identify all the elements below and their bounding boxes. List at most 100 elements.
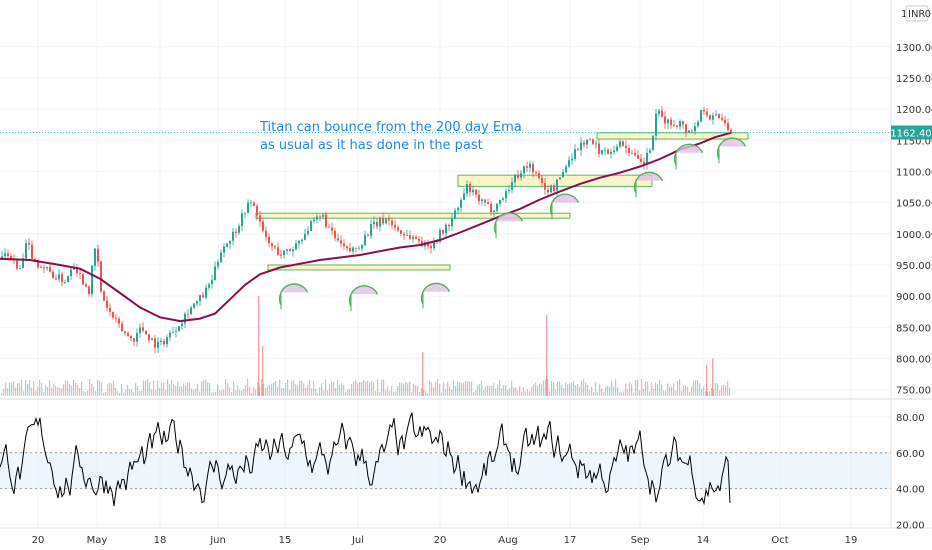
volume-bar (399, 382, 401, 396)
volume-bar (115, 387, 117, 396)
candle (448, 223, 450, 232)
candle (511, 177, 513, 194)
volume-bar (705, 391, 707, 396)
volume-bar (287, 379, 289, 396)
time-axis[interactable]: 20 May 18 Jun 15 Jul 20 Aug 17 Sep 14 Oct 19 (32, 535, 858, 546)
candle (457, 206, 459, 215)
volume-bar (579, 386, 581, 396)
candle (328, 224, 330, 228)
time-tick-label: 17 (564, 535, 577, 546)
candle-body (355, 247, 357, 249)
candle (277, 242, 279, 256)
candle-body (487, 202, 489, 205)
candle-body (646, 152, 648, 165)
bounce-marker-fill (279, 283, 308, 305)
candle-body (520, 173, 522, 178)
volume-bar (363, 380, 365, 396)
volume-bar (327, 390, 329, 396)
price-axis[interactable]: 1300.00 1250.00 1200.00 1150.00 1100.00 1050.… (896, 43, 932, 397)
volume-bar (491, 385, 493, 396)
volume-bar (173, 383, 175, 396)
candle (16, 260, 18, 271)
volume-bar (557, 382, 559, 396)
price-tick-label: 1250.00 (896, 74, 932, 85)
volume-bar (545, 379, 547, 396)
candle (571, 153, 573, 165)
volume-bar (345, 392, 347, 396)
candle (379, 216, 381, 232)
candle-body (571, 159, 573, 161)
candle-body (352, 247, 354, 252)
candle-body (241, 213, 243, 227)
candle (598, 139, 600, 158)
volume-bar (273, 382, 275, 396)
support-zone (267, 264, 451, 271)
candle-body (316, 216, 318, 220)
volume-bar (243, 389, 245, 396)
volume-bar (229, 387, 231, 396)
candle-body (10, 255, 12, 259)
volume-bar (355, 380, 357, 396)
candle-body (445, 224, 447, 234)
candle (631, 149, 633, 154)
volume-bar (69, 384, 71, 396)
candle-body (457, 207, 459, 211)
volume-bar (719, 390, 721, 396)
volume-bar (555, 389, 557, 396)
candle (376, 217, 378, 230)
candle (55, 274, 57, 281)
rsi-tick-label: 40.00 (896, 485, 925, 496)
annotation-note[interactable]: Titan can bounce from the 200 day Ema as… (259, 120, 522, 153)
volume-bar (533, 384, 535, 396)
volume-bar (289, 389, 291, 396)
rsi-series (0, 412, 731, 506)
candle (577, 147, 579, 151)
volume-bar (663, 390, 665, 396)
candle (28, 237, 30, 250)
candle (367, 232, 369, 237)
currency-toggle[interactable] (905, 5, 929, 22)
volume-bar (367, 380, 369, 396)
candle (559, 177, 561, 180)
candle (517, 170, 519, 180)
volume-bar (157, 380, 159, 396)
volume-bar (397, 386, 399, 396)
candle (139, 323, 141, 338)
volume-bar (551, 380, 553, 396)
candle (490, 200, 492, 216)
candle-body (343, 243, 345, 247)
candle (49, 263, 51, 273)
volume-bar (621, 392, 623, 396)
bounce-marker-arc (420, 282, 451, 305)
candle (613, 145, 615, 155)
candle (169, 329, 171, 342)
candle (394, 219, 396, 232)
volume-bar (675, 390, 677, 396)
volume-bar (353, 381, 355, 396)
volume-bar (45, 385, 47, 396)
volume-bar (217, 384, 219, 396)
volume-bar (599, 384, 601, 396)
volume-bar (517, 390, 519, 396)
volume-bar (293, 380, 295, 396)
volume-bar (649, 391, 651, 396)
volume-bar (703, 386, 705, 396)
volume-bar (651, 382, 653, 396)
volume-bar (637, 379, 639, 396)
candle-body (526, 166, 528, 168)
volume-bar (79, 388, 81, 396)
candle-body (454, 210, 456, 219)
volume-bar (593, 392, 595, 396)
candle (85, 282, 87, 288)
time-tick-label: Sep (631, 535, 650, 546)
candle-body (553, 185, 555, 191)
volume-bar (535, 382, 537, 396)
rsi-axis[interactable]: 80.00 60.00 40.00 20.00 (896, 413, 925, 532)
volume-bar (257, 381, 259, 396)
candle-body (550, 185, 552, 193)
candle-body (727, 123, 729, 130)
candle (100, 260, 102, 294)
candle-body (502, 198, 504, 200)
volume-bar (249, 387, 251, 396)
